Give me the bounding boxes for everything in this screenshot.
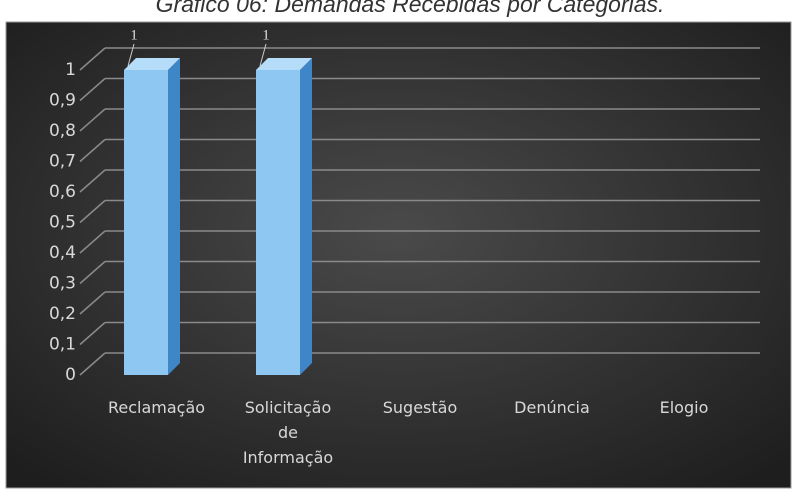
bar-side	[168, 58, 180, 375]
grid-line	[79, 291, 106, 315]
grid-line	[79, 47, 106, 71]
grid-line	[79, 352, 106, 376]
grid-line	[79, 230, 106, 254]
leader-line	[127, 43, 135, 67]
bar	[256, 70, 300, 375]
y-tick-label: 0,9	[49, 91, 76, 111]
bar-top	[124, 58, 180, 70]
grid-line	[79, 138, 106, 163]
chart-title: Gráfico 06: Demandas Recebidas por Categ…	[156, 0, 665, 17]
bar	[124, 70, 168, 375]
grid-line	[79, 77, 106, 102]
data-label: 1	[130, 27, 138, 43]
y-tick-label: 0	[65, 365, 76, 385]
x-tick-label: Denúncia	[514, 398, 590, 417]
y-tick-label: 0,8	[49, 121, 76, 141]
bar-top	[256, 58, 312, 70]
leader-line	[259, 43, 267, 67]
x-tick-label: Sugestão	[382, 398, 458, 417]
y-tick-label: 0,1	[49, 335, 76, 355]
x-tick-label: Elogio	[659, 398, 709, 417]
grid-line	[79, 260, 106, 285]
y-tick-label: 0,7	[49, 152, 76, 172]
grid-line	[79, 169, 106, 193]
y-tick-label: 0,5	[49, 213, 76, 233]
y-tick-label: 0,6	[49, 182, 76, 202]
y-tick-label: 0,4	[49, 243, 76, 263]
y-tick-label: 0,3	[49, 274, 76, 294]
y-tick-label: 1	[65, 60, 76, 80]
data-label: 1	[262, 27, 270, 43]
y-tick-label: 0,2	[49, 304, 76, 324]
grid-line	[79, 321, 106, 346]
x-tick-label: Reclamação	[108, 398, 206, 417]
x-tick-label: Solicitação de Informação	[242, 398, 334, 467]
grid-line	[79, 199, 106, 224]
grid-line	[79, 108, 106, 132]
bar-side	[300, 58, 312, 375]
